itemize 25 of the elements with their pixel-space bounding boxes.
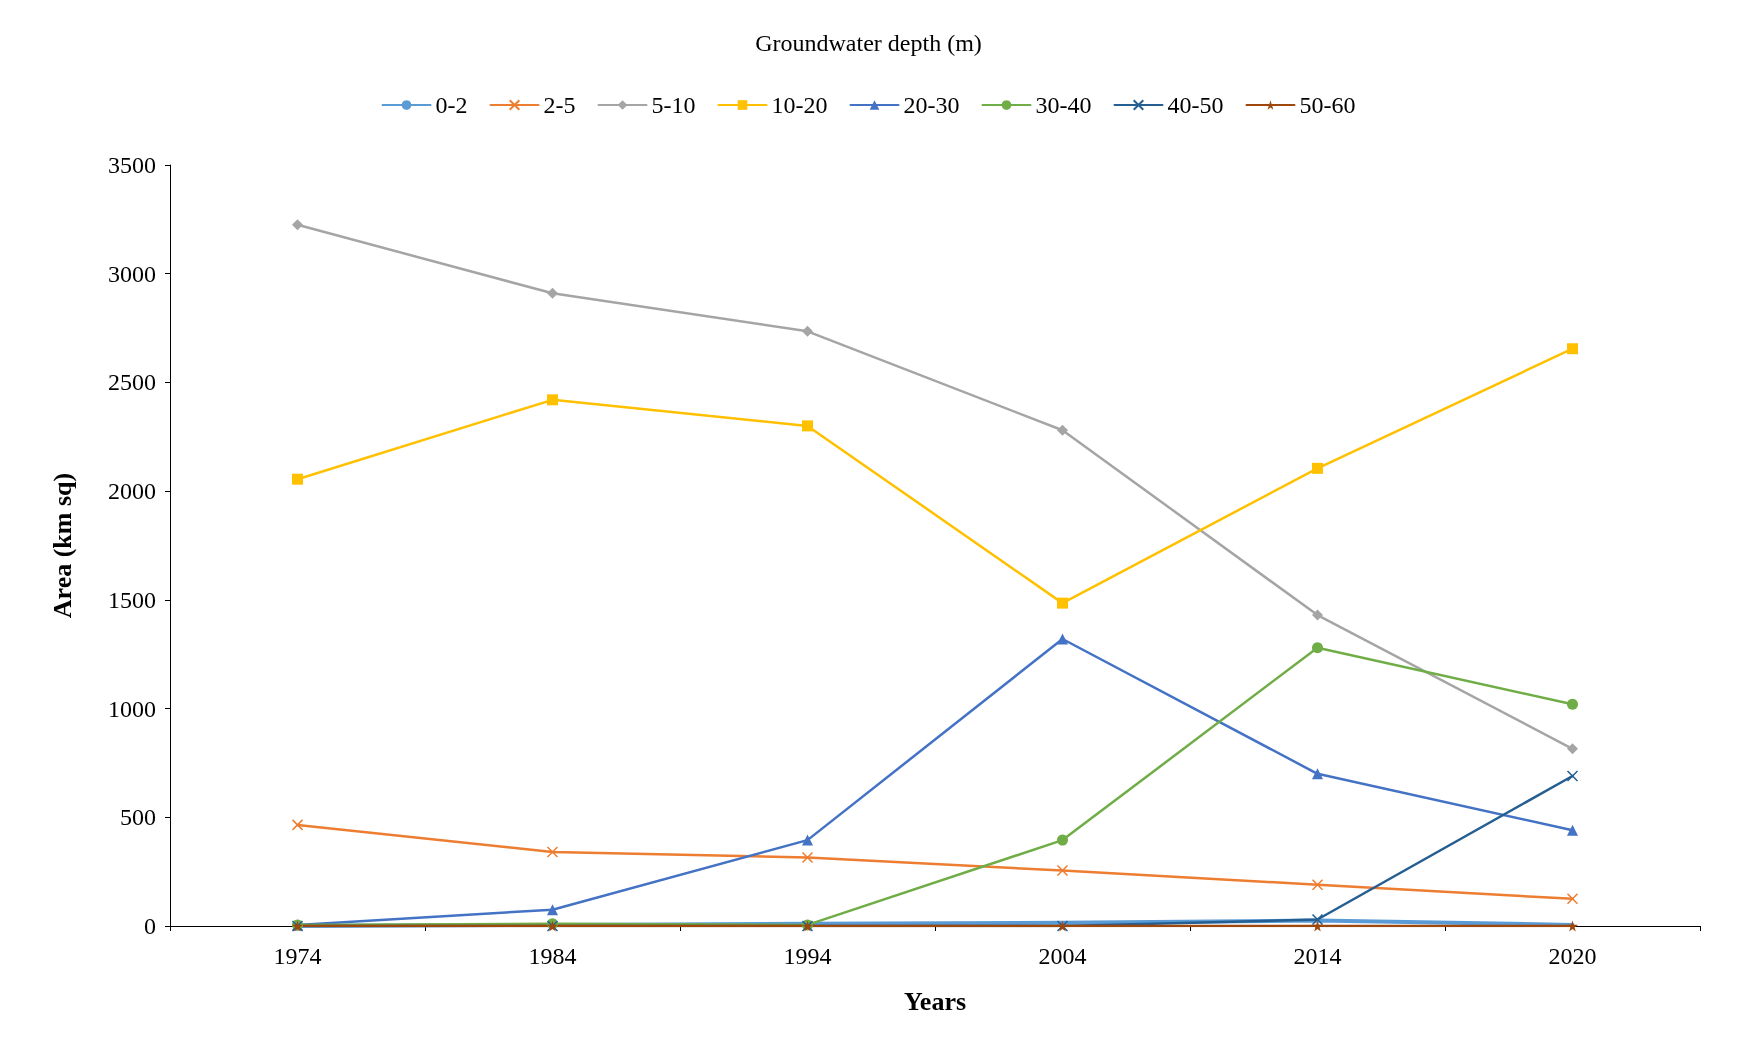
x-tick-label: 2020	[1548, 943, 1597, 969]
y-tick-label: 1000	[108, 695, 156, 722]
y-tick-label: 2000	[108, 478, 156, 505]
x-tick-label: 2004	[1038, 943, 1087, 969]
x-tick-label: 1994	[783, 943, 832, 969]
y-tick-label: 3000	[108, 260, 156, 287]
legend-label: 2-5	[543, 92, 576, 118]
legend-label: 30-40	[1035, 92, 1092, 118]
y-tick-label: 2500	[108, 369, 156, 396]
x-axis-title: Years	[903, 986, 967, 1016]
x-tick-label: 2014	[1293, 943, 1342, 969]
y-tick-label: 0	[144, 913, 156, 939]
legend-label: 5-10	[651, 92, 696, 118]
y-axis-title: Area (km sq)	[47, 472, 77, 619]
legend-label: 10-20	[771, 92, 828, 118]
y-tick-label: 500	[120, 804, 156, 831]
legend-label: 50-60	[1299, 92, 1356, 118]
legend-label: 40-50	[1167, 92, 1224, 118]
legend-label: 0-2	[435, 92, 468, 118]
legend-title: Groundwater depth (m)	[755, 30, 982, 56]
y-tick-label: 1500	[108, 586, 156, 613]
y-tick-label: 3500	[108, 152, 156, 178]
x-tick-label: 1984	[528, 943, 577, 969]
x-tick-label: 1974	[273, 943, 322, 969]
legend-label: 20-30	[903, 92, 960, 118]
